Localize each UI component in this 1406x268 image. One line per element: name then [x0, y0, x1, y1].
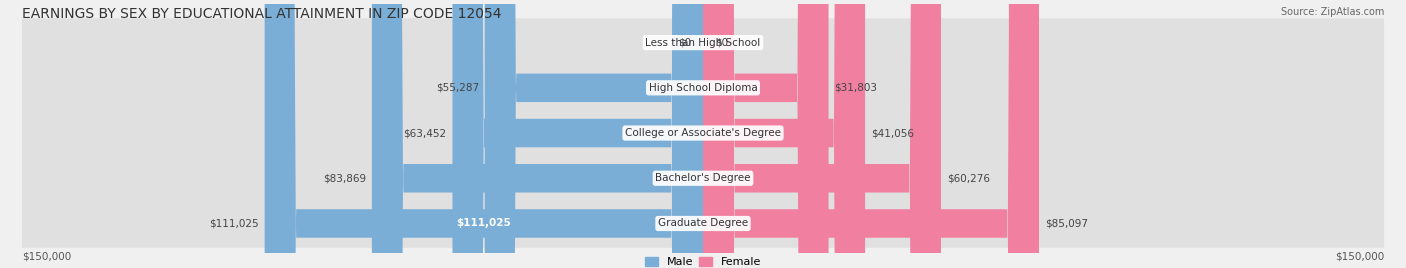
Text: $31,803: $31,803: [835, 83, 877, 93]
FancyBboxPatch shape: [371, 0, 703, 268]
FancyBboxPatch shape: [703, 0, 828, 268]
FancyBboxPatch shape: [453, 0, 703, 268]
Text: $41,056: $41,056: [872, 128, 914, 138]
Text: $83,869: $83,869: [323, 173, 366, 183]
FancyBboxPatch shape: [485, 0, 703, 268]
Text: Less than High School: Less than High School: [645, 38, 761, 48]
Text: $111,025: $111,025: [457, 218, 512, 229]
Legend: Male, Female: Male, Female: [644, 257, 762, 267]
Text: $150,000: $150,000: [1334, 252, 1384, 262]
Text: $60,276: $60,276: [946, 173, 990, 183]
FancyBboxPatch shape: [703, 0, 1039, 268]
Text: $111,025: $111,025: [209, 218, 259, 229]
FancyBboxPatch shape: [703, 0, 941, 268]
Text: $63,452: $63,452: [404, 128, 447, 138]
Text: $0: $0: [678, 38, 692, 48]
Text: $150,000: $150,000: [22, 252, 72, 262]
FancyBboxPatch shape: [22, 199, 1384, 248]
Text: High School Diploma: High School Diploma: [648, 83, 758, 93]
Text: College or Associate's Degree: College or Associate's Degree: [626, 128, 780, 138]
Text: Bachelor's Degree: Bachelor's Degree: [655, 173, 751, 183]
Text: $55,287: $55,287: [436, 83, 479, 93]
FancyBboxPatch shape: [22, 64, 1384, 112]
Text: Source: ZipAtlas.com: Source: ZipAtlas.com: [1281, 7, 1384, 17]
FancyBboxPatch shape: [22, 109, 1384, 157]
Text: Graduate Degree: Graduate Degree: [658, 218, 748, 229]
FancyBboxPatch shape: [22, 18, 1384, 67]
Text: $0: $0: [714, 38, 728, 48]
FancyBboxPatch shape: [264, 0, 703, 268]
Text: EARNINGS BY SEX BY EDUCATIONAL ATTAINMENT IN ZIP CODE 12054: EARNINGS BY SEX BY EDUCATIONAL ATTAINMEN…: [22, 7, 502, 21]
FancyBboxPatch shape: [22, 154, 1384, 203]
Text: $85,097: $85,097: [1045, 218, 1088, 229]
FancyBboxPatch shape: [703, 0, 865, 268]
